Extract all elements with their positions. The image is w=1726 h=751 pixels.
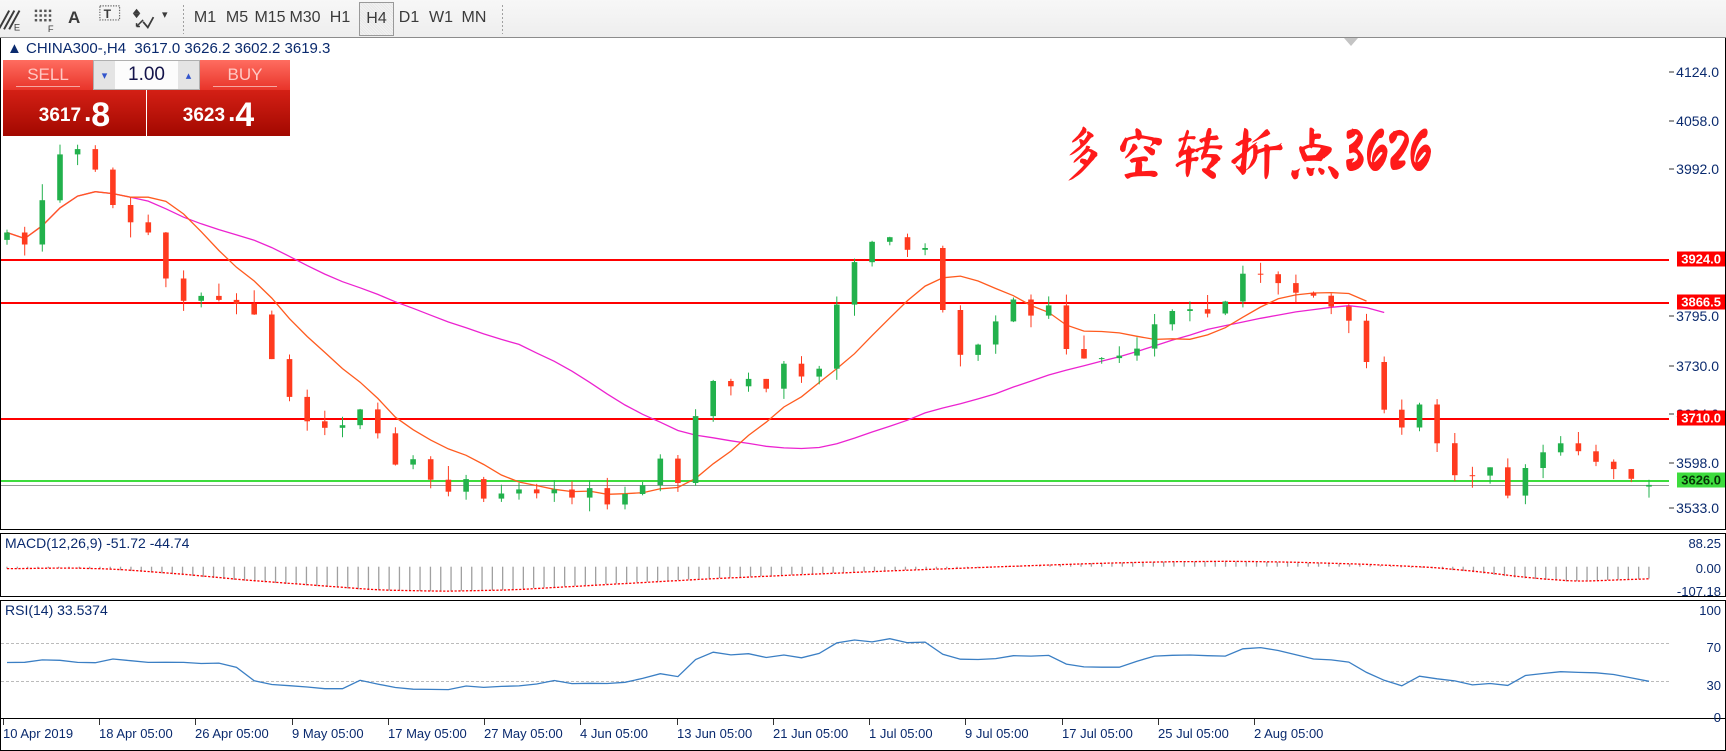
svg-text:T: T (104, 7, 112, 21)
svg-text:F: F (48, 24, 54, 34)
svg-text:E: E (14, 22, 20, 32)
